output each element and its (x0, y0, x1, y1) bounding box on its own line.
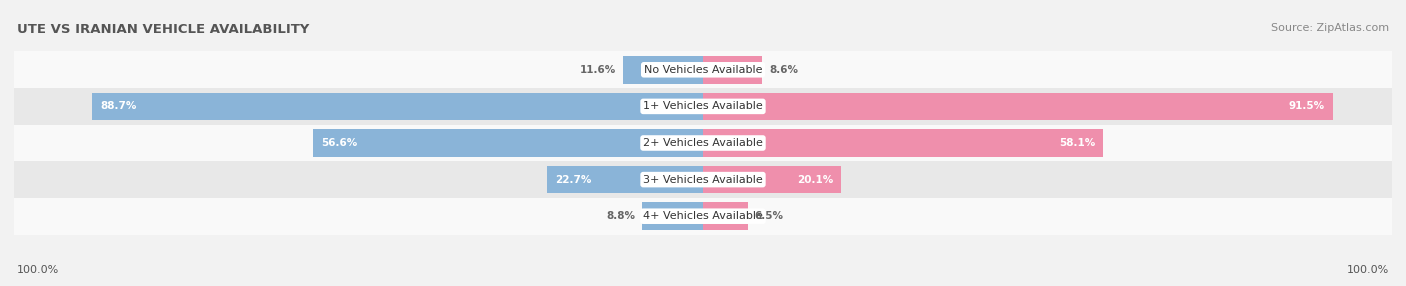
Text: 2+ Vehicles Available: 2+ Vehicles Available (643, 138, 763, 148)
Text: Source: ZipAtlas.com: Source: ZipAtlas.com (1271, 23, 1389, 33)
Text: 1+ Vehicles Available: 1+ Vehicles Available (643, 102, 763, 111)
Bar (14, 125, 1392, 161)
Text: UTE VS IRANIAN VEHICLE AVAILABILITY: UTE VS IRANIAN VEHICLE AVAILABILITY (17, 23, 309, 36)
Bar (623, 56, 703, 84)
Bar (91, 93, 703, 120)
Bar (703, 166, 841, 193)
Text: 100.0%: 100.0% (17, 265, 59, 275)
Text: 88.7%: 88.7% (100, 102, 136, 111)
Bar (314, 129, 703, 157)
Bar (14, 88, 1392, 125)
Text: 20.1%: 20.1% (797, 175, 834, 184)
Bar (14, 51, 1392, 88)
Text: 8.6%: 8.6% (769, 65, 799, 75)
Bar (547, 166, 703, 193)
Bar (703, 56, 762, 84)
Bar (703, 129, 1104, 157)
Text: 91.5%: 91.5% (1289, 102, 1324, 111)
Text: 22.7%: 22.7% (555, 175, 592, 184)
Text: 100.0%: 100.0% (1347, 265, 1389, 275)
Text: 3+ Vehicles Available: 3+ Vehicles Available (643, 175, 763, 184)
Legend: Ute, Iranian: Ute, Iranian (641, 283, 765, 286)
Text: 56.6%: 56.6% (322, 138, 357, 148)
Text: 8.8%: 8.8% (606, 211, 636, 221)
Text: 6.5%: 6.5% (755, 211, 783, 221)
Text: 11.6%: 11.6% (579, 65, 616, 75)
Bar (14, 161, 1392, 198)
Text: 4+ Vehicles Available: 4+ Vehicles Available (643, 211, 763, 221)
Bar (703, 93, 1333, 120)
Text: 58.1%: 58.1% (1059, 138, 1095, 148)
Bar (643, 202, 703, 230)
Bar (14, 198, 1392, 235)
Bar (703, 202, 748, 230)
Text: No Vehicles Available: No Vehicles Available (644, 65, 762, 75)
